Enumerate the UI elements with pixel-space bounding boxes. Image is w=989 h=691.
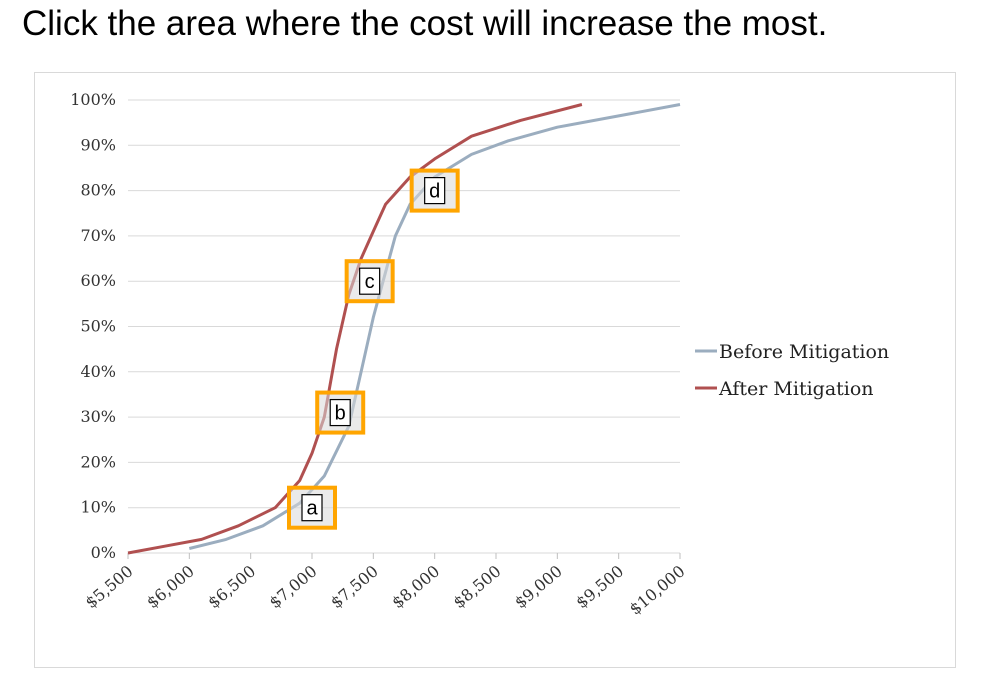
area-a-label: a: [306, 498, 318, 520]
chart-panel: 0% 10% 20% 30% 40% 50% 60% 70% 80% 90% 100% $5,500 $…: [34, 72, 956, 668]
y-tick-label: 100%: [70, 90, 116, 109]
y-tick-label: 20%: [80, 452, 116, 471]
y-tick-label: 50%: [80, 317, 116, 336]
question-prompt: Click the area where the cost will incre…: [22, 4, 828, 43]
x-tick-label: $10,000: [626, 562, 689, 619]
area-b-label-box: [329, 398, 351, 427]
x-tick-label: $5,500: [81, 562, 136, 613]
x-tick-label: $9,500: [572, 562, 627, 613]
y-tick-label: 10%: [80, 498, 116, 517]
y-tick-label: 70%: [80, 226, 116, 245]
y-tick-label: 90%: [80, 135, 116, 154]
area-d-box[interactable]: d: [409, 168, 460, 213]
y-tick-label: 60%: [80, 271, 116, 290]
y-tick-label: 0%: [91, 543, 116, 562]
area-d-label: d: [429, 181, 440, 203]
area-d-label-box: [424, 176, 446, 205]
series-line-after-mitigation: [127, 103, 583, 555]
y-tick-label: 40%: [80, 362, 116, 381]
x-tick-label: $6,500: [204, 562, 259, 613]
y-tick-label: 80%: [80, 181, 116, 200]
legend-entry: After Mitigation: [718, 378, 874, 400]
area-b-label: b: [335, 403, 346, 425]
x-tick-label: $8,500: [449, 562, 504, 613]
legend-entry: Before Mitigation: [719, 341, 889, 363]
x-tick-label: $8,000: [388, 562, 443, 613]
area-b-box[interactable]: b: [315, 390, 366, 435]
cumulative-cost-chart: 0%10%20%30%40%50%60%70%80%90%100%$5,500 $…: [70, 90, 889, 619]
area-c-label: c: [365, 271, 375, 293]
x-tick-label: $6,000: [143, 562, 198, 613]
x-tick-label: $9,000: [511, 562, 566, 613]
area-c-box[interactable]: c: [344, 259, 395, 304]
area-a-label-box: [301, 494, 323, 522]
area-a-box[interactable]: a: [287, 485, 337, 530]
y-tick-label: 30%: [80, 407, 116, 426]
area-c-label-box: [359, 267, 381, 295]
x-tick-label: $7,000: [265, 562, 320, 613]
x-tick-label: $7,500: [327, 562, 382, 613]
